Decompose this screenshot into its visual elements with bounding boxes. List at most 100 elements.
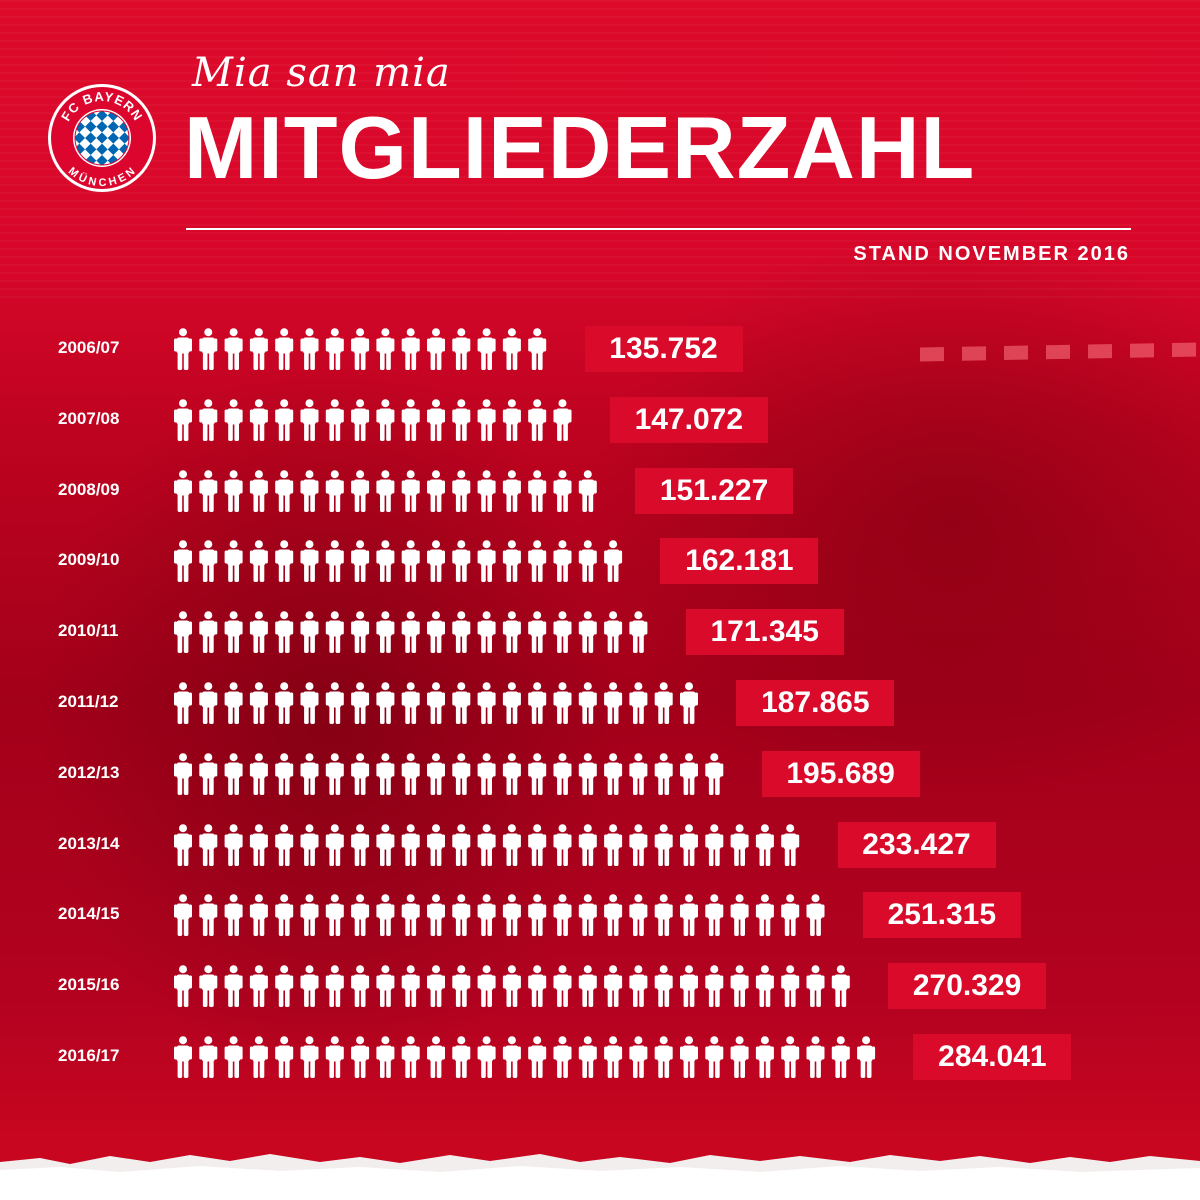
person-icon xyxy=(578,682,597,724)
person-icon xyxy=(174,328,192,370)
person-icon xyxy=(553,752,572,795)
person-icon xyxy=(300,540,319,583)
person-icon xyxy=(477,611,496,654)
person-icon xyxy=(452,611,471,654)
person-icon xyxy=(604,1036,623,1078)
person-icon xyxy=(376,1036,395,1078)
person-icon xyxy=(300,682,319,724)
person-icon xyxy=(376,611,395,654)
person-icon xyxy=(629,611,648,654)
person-icon xyxy=(199,894,218,937)
chart-row: 2012/13 195.689 xyxy=(0,750,1200,797)
member-count: 162.181 xyxy=(660,538,819,585)
person-icon xyxy=(679,1036,698,1078)
person-icon xyxy=(426,965,445,1008)
chart-row: 2010/11 171.345 xyxy=(0,609,1200,656)
person-icon xyxy=(325,611,344,654)
person-icon xyxy=(351,398,370,441)
person-icon xyxy=(351,611,370,654)
person-icon xyxy=(325,682,344,724)
person-icon xyxy=(781,823,800,866)
person-icon xyxy=(578,611,597,654)
person-icon xyxy=(249,398,268,441)
person-icon xyxy=(199,398,218,441)
person-icon xyxy=(654,965,673,1008)
person-icon xyxy=(249,894,268,937)
torn-paper-edge xyxy=(0,1154,1200,1200)
person-icon xyxy=(325,398,344,441)
person-icon xyxy=(578,540,597,583)
person-icon xyxy=(376,823,395,866)
person-icon xyxy=(300,611,319,654)
person-icon xyxy=(705,965,724,1008)
person-icon xyxy=(325,965,344,1008)
person-icon xyxy=(604,965,623,1008)
person-icon xyxy=(629,682,648,724)
person-icon xyxy=(300,752,319,795)
person-icon xyxy=(401,752,420,795)
person-icon xyxy=(553,965,572,1008)
person-icon xyxy=(553,540,572,583)
person-icon xyxy=(629,965,648,1008)
person-icon xyxy=(730,965,749,1008)
member-count: 251.315 xyxy=(862,892,1021,939)
person-icon xyxy=(199,1036,218,1078)
person-icon xyxy=(275,611,294,654)
person-icon xyxy=(553,469,572,512)
person-icon xyxy=(528,894,547,937)
person-icon xyxy=(477,469,496,512)
person-icon xyxy=(452,1036,471,1078)
page-title: MITGLIEDERZAHL xyxy=(184,98,976,197)
person-icon xyxy=(755,1036,774,1078)
person-icon xyxy=(249,469,268,512)
person-icon xyxy=(426,469,445,512)
person-icon xyxy=(199,682,218,724)
person-icon xyxy=(553,823,572,866)
person-icon xyxy=(173,540,192,583)
person-icon xyxy=(477,398,496,441)
member-icons xyxy=(173,682,698,724)
person-icon xyxy=(376,965,395,1008)
person-icon xyxy=(376,540,395,583)
person-icon xyxy=(477,328,496,370)
chart-row: 2006/07 135.752 xyxy=(0,326,1200,372)
person-icon xyxy=(452,823,471,866)
person-icon xyxy=(351,1036,370,1078)
person-icon xyxy=(755,965,774,1008)
person-icon xyxy=(781,965,800,1008)
person-icon xyxy=(553,1036,572,1078)
person-icon xyxy=(401,328,420,370)
person-icon xyxy=(629,894,648,937)
person-icon xyxy=(199,540,218,583)
member-count: 135.752 xyxy=(584,326,743,372)
person-icon xyxy=(224,328,243,370)
person-icon xyxy=(300,328,319,370)
person-icon xyxy=(528,398,547,441)
person-icon xyxy=(427,328,445,370)
person-icon xyxy=(604,823,623,866)
person-icon xyxy=(325,823,344,866)
person-icon xyxy=(502,1036,521,1078)
chart-row: 2009/10 162.181 xyxy=(0,538,1200,585)
person-icon xyxy=(629,823,648,866)
person-icon xyxy=(401,1036,420,1078)
member-count: 284.041 xyxy=(913,1034,1072,1080)
person-icon xyxy=(199,328,218,370)
person-icon xyxy=(578,823,597,866)
person-icon xyxy=(705,752,724,795)
person-icon xyxy=(730,894,749,937)
person-icon xyxy=(401,469,420,512)
member-count: 270.329 xyxy=(888,963,1047,1010)
tagline: Mia san mia xyxy=(192,50,451,96)
person-icon xyxy=(755,894,774,937)
person-icon xyxy=(351,965,370,1008)
person-icon xyxy=(452,540,471,583)
person-icon xyxy=(477,894,496,937)
person-icon xyxy=(275,398,294,441)
person-icon xyxy=(351,469,370,512)
season-label: 2016/17 xyxy=(58,1046,120,1065)
person-icon xyxy=(477,540,496,583)
person-icon xyxy=(275,823,294,866)
person-icon xyxy=(249,823,268,866)
person-icon xyxy=(528,682,547,724)
